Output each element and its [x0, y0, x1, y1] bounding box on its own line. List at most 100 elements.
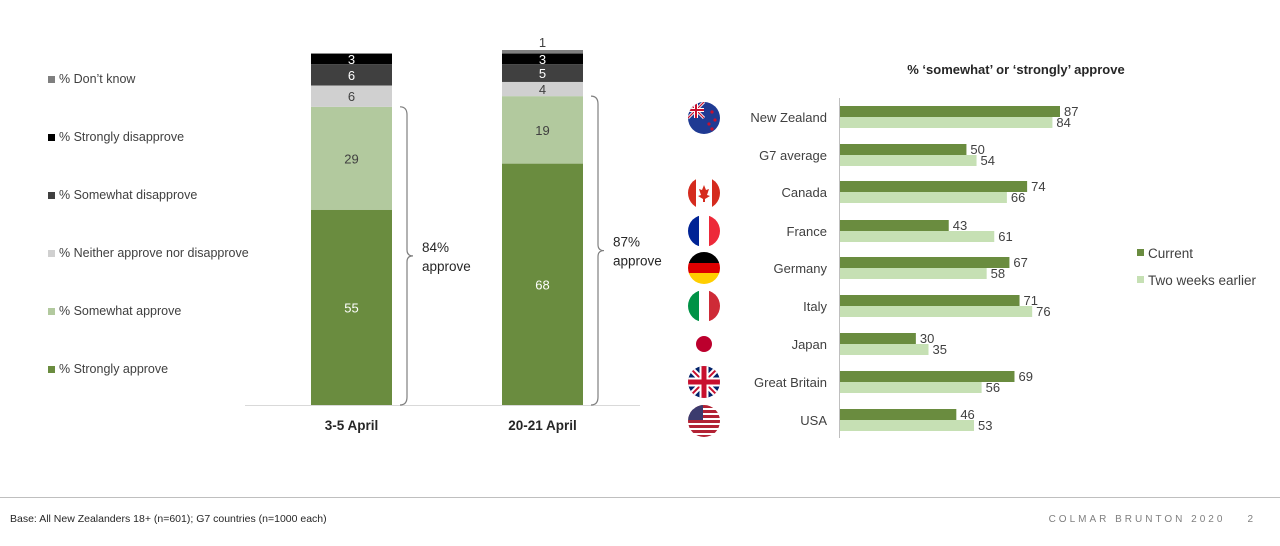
stacked-bar-segment — [311, 85, 392, 107]
current-bar — [840, 333, 916, 344]
bar-value-label: 71 — [1024, 293, 1038, 308]
bar-value-label: 35 — [933, 342, 947, 357]
earlier-bar — [840, 155, 977, 166]
country-label: France — [787, 224, 827, 239]
italy-flag-icon — [688, 290, 720, 322]
country-label: Italy — [803, 299, 827, 314]
bar-value-label: 67 — [1013, 255, 1027, 270]
legend-swatch — [48, 307, 55, 315]
legend-item: % Somewhat approve — [48, 304, 181, 318]
stacked-bar-segment — [502, 50, 583, 54]
bar-value-label: 56 — [986, 380, 1000, 395]
brand-name: COLMAR BRUNTON 2020 — [1048, 514, 1226, 525]
bar-value-label: 50 — [970, 142, 984, 157]
france-flag-icon — [688, 215, 720, 247]
usa-flag-icon — [688, 405, 720, 437]
japan-flag-icon — [688, 328, 720, 360]
earlier-bar — [840, 382, 982, 393]
legend-label: % Somewhat disapprove — [59, 188, 198, 202]
approve-brace — [590, 95, 605, 406]
country-label: USA — [800, 413, 827, 428]
country-label: Great Britain — [754, 375, 827, 390]
segment-label: 68 — [535, 277, 549, 292]
legend-swatch — [48, 249, 55, 257]
current-bar — [840, 371, 1015, 382]
stacked-bar-segment — [502, 96, 583, 164]
footer-brand: COLMAR BRUNTON 2020 2 — [1049, 514, 1256, 525]
bar-value-label: 43 — [953, 218, 967, 233]
segment-label: 6 — [348, 68, 355, 83]
stacked-bar-segment — [311, 209, 392, 405]
new-zealand-flag-icon — [688, 102, 720, 134]
legend-label: % Neither approve nor disapprove — [59, 246, 249, 260]
stacked-bar-segment — [311, 64, 392, 86]
stacked-bar-segment — [502, 163, 583, 405]
horizontal-chart-title: % ‘somewhat’ or ‘strongly’ approve — [907, 62, 1124, 77]
country-label: G7 average — [759, 148, 827, 163]
approve-total-label: 87% — [613, 235, 640, 250]
segment-label: 55 — [344, 300, 358, 315]
stacked-bar-segment — [502, 81, 583, 97]
approve-word-label: approve — [613, 254, 662, 269]
germany-flag-icon — [688, 252, 720, 284]
approve-brace — [399, 106, 414, 406]
bar-value-label: 74 — [1031, 179, 1045, 194]
segment-label: 1 — [539, 35, 546, 50]
legend-label: % Don’t know — [59, 72, 136, 86]
legend-swatch — [1137, 276, 1144, 283]
legend-item: % Neither approve nor disapprove — [48, 246, 249, 260]
segment-label: 5 — [539, 66, 546, 81]
approve-word-label: approve — [422, 259, 471, 274]
canada-flag-icon — [688, 177, 720, 209]
bar-value-label: 61 — [998, 229, 1012, 244]
earlier-bar — [840, 420, 975, 431]
footer-divider — [0, 497, 1280, 498]
bar-value-label: 46 — [960, 407, 974, 422]
category-label: 20-21 April — [508, 418, 577, 433]
legend-label: % Strongly disapprove — [59, 130, 185, 144]
legend-swatch — [48, 75, 55, 83]
bar-value-label: 54 — [981, 153, 995, 168]
category-label: 3-5 April — [325, 418, 379, 433]
current-bar — [840, 181, 1028, 192]
legend-item: % Strongly disapprove — [48, 130, 184, 144]
country-label: Germany — [774, 261, 828, 276]
segment-label: 6 — [348, 89, 355, 104]
legend-swatch — [48, 365, 55, 373]
country-label: Canada — [781, 185, 827, 200]
earlier-bar — [840, 231, 995, 242]
earlier-bar — [840, 306, 1033, 317]
legend-swatch — [48, 133, 55, 141]
bar-value-label: 66 — [1011, 190, 1025, 205]
country-label: New Zealand — [750, 110, 827, 125]
legend-item: % Strongly approve — [48, 362, 168, 376]
legend-item: % Somewhat disapprove — [48, 188, 197, 202]
bar-value-label: 53 — [978, 418, 992, 433]
current-bar — [840, 257, 1010, 268]
legend-label: % Strongly approve — [59, 362, 169, 376]
current-bar — [840, 409, 957, 420]
segment-label: 3 — [348, 52, 355, 67]
current-bar — [840, 144, 967, 155]
legend-swatch — [1137, 249, 1144, 256]
stacked-bar-segment — [311, 106, 392, 210]
current-bar — [840, 106, 1060, 117]
legend-label: Two weeks earlier — [1148, 273, 1257, 288]
stacked-bar-segment — [502, 64, 583, 82]
earlier-bar — [840, 268, 987, 279]
page-number: 2 — [1247, 514, 1256, 525]
bar-value-label: 76 — [1036, 304, 1050, 319]
approve-total-label: 84% — [422, 240, 449, 255]
segment-label: 4 — [539, 82, 546, 97]
earlier-bar — [840, 344, 929, 355]
bar-value-label: 30 — [920, 331, 934, 346]
stacked-bar-segment — [502, 53, 583, 65]
bar-value-label: 69 — [1018, 369, 1032, 384]
segment-label: 3 — [539, 52, 546, 67]
bar-value-label: 84 — [1056, 115, 1070, 130]
stacked-bar-segment — [311, 53, 392, 65]
legend-swatch — [48, 191, 55, 199]
bar-value-label: 87 — [1064, 104, 1078, 119]
legend-item: % Don’t know — [48, 72, 135, 86]
